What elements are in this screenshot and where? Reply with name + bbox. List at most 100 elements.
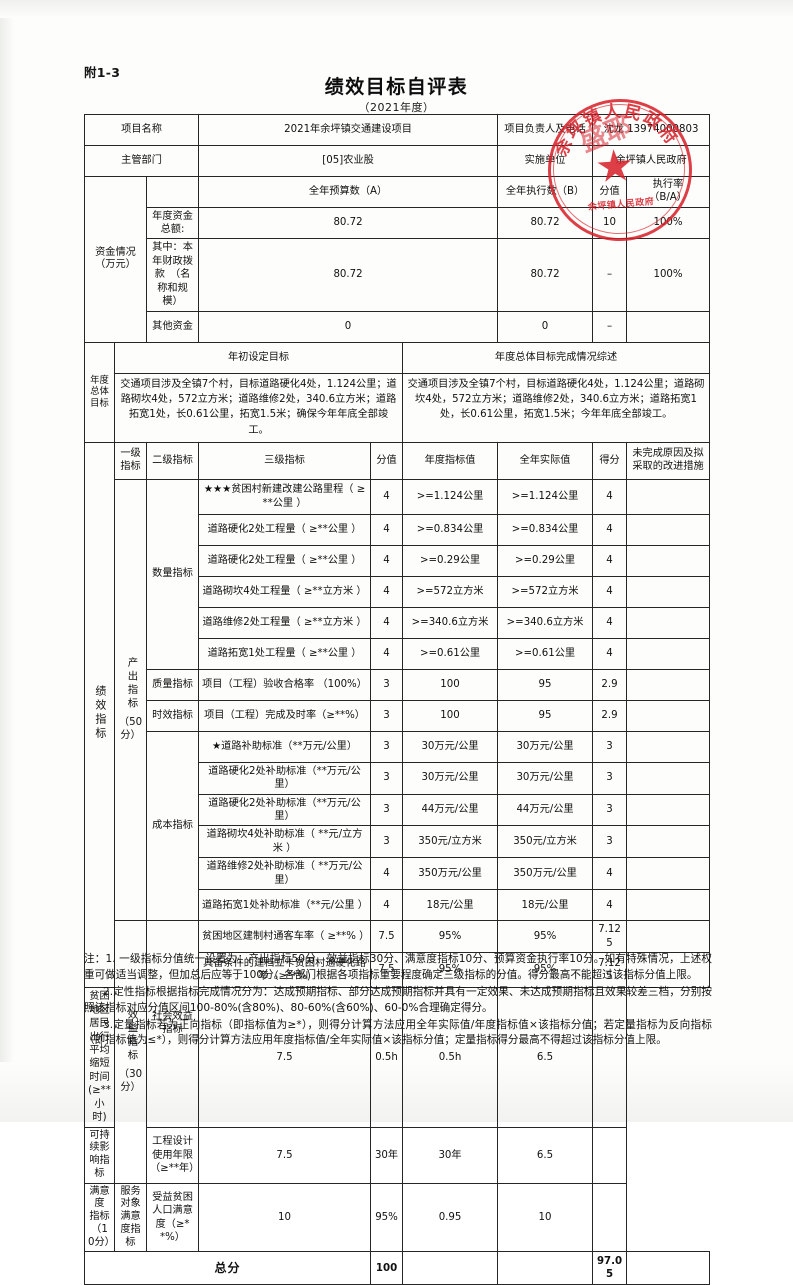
indicator-row: 满意度 指标 （10分） 服务对象 满意度指标 受益贫困人口满意度（≥**%） 10 … [84, 1182, 710, 1253]
funding-score-value: – [592, 238, 628, 312]
department-row: 主管部门 [05]农业股 实施单位 余坪镇人民政府 [83, 145, 711, 177]
actual-value: 44万元/公里 [497, 793, 594, 827]
funding-budget: 80.72 [198, 206, 499, 240]
annual-target: 95% [402, 952, 499, 989]
annual-goal-header-row: 年度 总体 目标 年初设定目标 年度总体目标完成情况综述 [84, 341, 711, 443]
annual-target: 0.5h [370, 987, 404, 1128]
implementing-unit-value: 余坪镇人民政府 [592, 145, 711, 177]
annual-goal-col-summary: 年度总体目标完成情况综述 [402, 341, 711, 374]
score-value: 7.5 [370, 920, 404, 954]
funding-row-name: 其中：本年财政拨款 （名称和规模） [145, 238, 200, 312]
actual-value: >=0.29公里 [497, 544, 594, 577]
funding-budget: 0 [198, 310, 499, 343]
score: 7.125 [592, 952, 628, 989]
level3-label: 项目（工程）完成及时率（≥**%） [198, 699, 372, 732]
actual-value: 18元/公里 [497, 889, 594, 922]
indicator-row: 时效指标 项目（工程）完成及时率（≥**%） 3 100 95 2.9 [85, 699, 711, 732]
performance-evaluation-table: 项目名称 2021年余坪镇交通建设项目 项目负责人及电话 沈龙 13974000… [83, 114, 711, 1285]
annual-target: 30万元/公里 [402, 761, 499, 795]
annual-target: 30年 [370, 1126, 404, 1184]
actual-value: 30万元/公里 [497, 761, 594, 795]
score-value: 4 [370, 544, 404, 577]
level3-label: 道路维修2处补助标准（ **万元/公里） [198, 857, 372, 891]
score: 2.9 [592, 668, 628, 701]
footnote-2: 2.定性指标根据指标完成情况分为：达成预期指标、部分达成预期指标并具有一定效果、… [84, 985, 712, 1014]
actual-value: 350元/立方米 [497, 825, 594, 859]
total-score-value: 100 [370, 1251, 404, 1285]
score-value: 4 [370, 478, 404, 515]
level3-label: 道路砌坎4处工程量（ ≥**立方米 ） [198, 575, 372, 608]
actual-value: >=0.61公里 [497, 637, 594, 670]
annual-target: 95% [370, 1182, 404, 1253]
annual-target: >=1.124公里 [402, 478, 499, 515]
score: 4 [592, 544, 628, 577]
footnote-3: 3.定量指标若为正向指标（即指标值为≥*），则得分计算方法应用全年实际值/年度指… [84, 1018, 712, 1047]
footnote-1: 注：1. 一级指标分值统一设置为：产出指标50分、效益指标30分、满意度指标10… [84, 953, 712, 981]
funding-row-other: 其他资金 0 0 – [85, 310, 711, 343]
score: 3 [592, 730, 628, 763]
indicator-row: 道路拓宽1处工程量（ ≥**公里 ） 4 >=0.61公里 >=0.61公里 4 [85, 637, 711, 670]
level3-label: 道路砌坎4处补助标准（ **元/立方米 ） [198, 825, 372, 859]
funding-rate [626, 310, 711, 343]
actual-value: 0.5h [402, 987, 499, 1128]
level3-label: ★道路补助标准（**万元/公里） [198, 730, 372, 763]
score: 3 [592, 793, 628, 827]
indicator-row: 道路硬化2处工程量（ ≥**公里 ） 4 >=0.29公里 >=0.29公里 4 [85, 544, 711, 577]
indicator-row: 可持续影 响指标 工程设计使用年限（≥**年） 7.5 30年 30年 6.5 [84, 1126, 710, 1184]
level3-label: 项目（工程）验收合格率 （100%） [198, 668, 372, 701]
annual-target: >=0.29公里 [402, 544, 499, 577]
implementing-unit-label: 实施单位 [497, 145, 594, 177]
reason [626, 857, 711, 891]
reason [626, 952, 711, 989]
score: 3 [592, 825, 628, 859]
annual-goal-summary-text: 交通项目涉及全镇7个村，目标道路硬化4处，1.124公里；道路砌坎4处，572立… [402, 372, 711, 443]
reason [626, 920, 711, 954]
reason [626, 478, 711, 515]
level2-timeliness-label: 时效指标 [145, 699, 200, 732]
annual-target: 18元/公里 [402, 889, 499, 922]
total-annual-target [402, 1251, 499, 1285]
actual-value: >=1.124公里 [497, 478, 594, 515]
score: 3 [592, 761, 628, 795]
score-value: 4 [370, 513, 404, 546]
score-value: 10 [198, 1182, 372, 1253]
reason [592, 1126, 628, 1184]
total-label: 总分 [83, 1251, 372, 1285]
funding-row-fiscal: 其中：本年财政拨款 （名称和规模） 80.72 80.72 – 100% [85, 238, 711, 312]
indicator-row: 产出指标 （50分） 数量指标 ★★★贫困村新建改建公路里程（ ≥**公里 ） … [85, 478, 711, 922]
indicator-row: 道路硬化2处补助标准（**万元/公里） 3 30万元/公里 30万元/公里 3 [85, 761, 711, 795]
funding-row-total: 年度资金总额: 80.72 80.72 10 100% [85, 206, 711, 240]
page-title: 绩效目标自评表 [324, 76, 469, 98]
level3-label: 道路维修2处工程量（ ≥**立方米 ） [198, 606, 372, 639]
score-value: 4 [370, 575, 404, 608]
score: 4 [592, 575, 628, 608]
score: 4 [592, 606, 628, 639]
funding-section-label: 资金情况 （万元） [84, 176, 147, 343]
level3-label: 道路拓宽1处补助标准（**元/公里 ） [198, 889, 372, 922]
indicator-row: 道路硬化2处补助标准（**万元/公里） 3 44万元/公里 44万元/公里 3 [85, 793, 711, 827]
total-reason [626, 1251, 711, 1285]
score: 7.125 [592, 920, 628, 954]
level1-satisfaction-label: 满意度 指标 （10分） [84, 1182, 115, 1253]
funding-executed: 80.72 [497, 206, 594, 240]
reason [626, 544, 711, 577]
actual-value: 95% [497, 920, 594, 954]
scan-edge-left [0, 0, 14, 1122]
reason [626, 513, 711, 546]
total-score: 97.05 [592, 1251, 628, 1285]
department-value: [05]农业股 [198, 145, 499, 177]
score-value: 7.5 [198, 1126, 372, 1184]
reason [626, 761, 711, 795]
funding-row-name: 年度资金总额: [145, 206, 200, 240]
annual-target: 44万元/公里 [402, 793, 499, 827]
score-value: 7.5 [370, 952, 404, 989]
funding-col-rate: 执行率 （B/A） [626, 176, 711, 208]
annual-goal-side-label: 年度 总体 目标 [84, 341, 115, 443]
annual-target: 350元/立方米 [402, 825, 499, 859]
reason [626, 699, 711, 732]
col-annual-target-header: 年度指标值 [402, 441, 499, 480]
annual-goal-content-row: 交通项目涉及全镇7个村，目标道路硬化4处，1.124公里；道路砌坎4处，572立… [85, 372, 711, 443]
annual-target: 350万元/公里 [402, 857, 499, 891]
page-subtitle: （2021年度） [358, 101, 435, 114]
level3-label: 贫困地区建制村通客车率（ ≥**% ） [198, 920, 372, 954]
